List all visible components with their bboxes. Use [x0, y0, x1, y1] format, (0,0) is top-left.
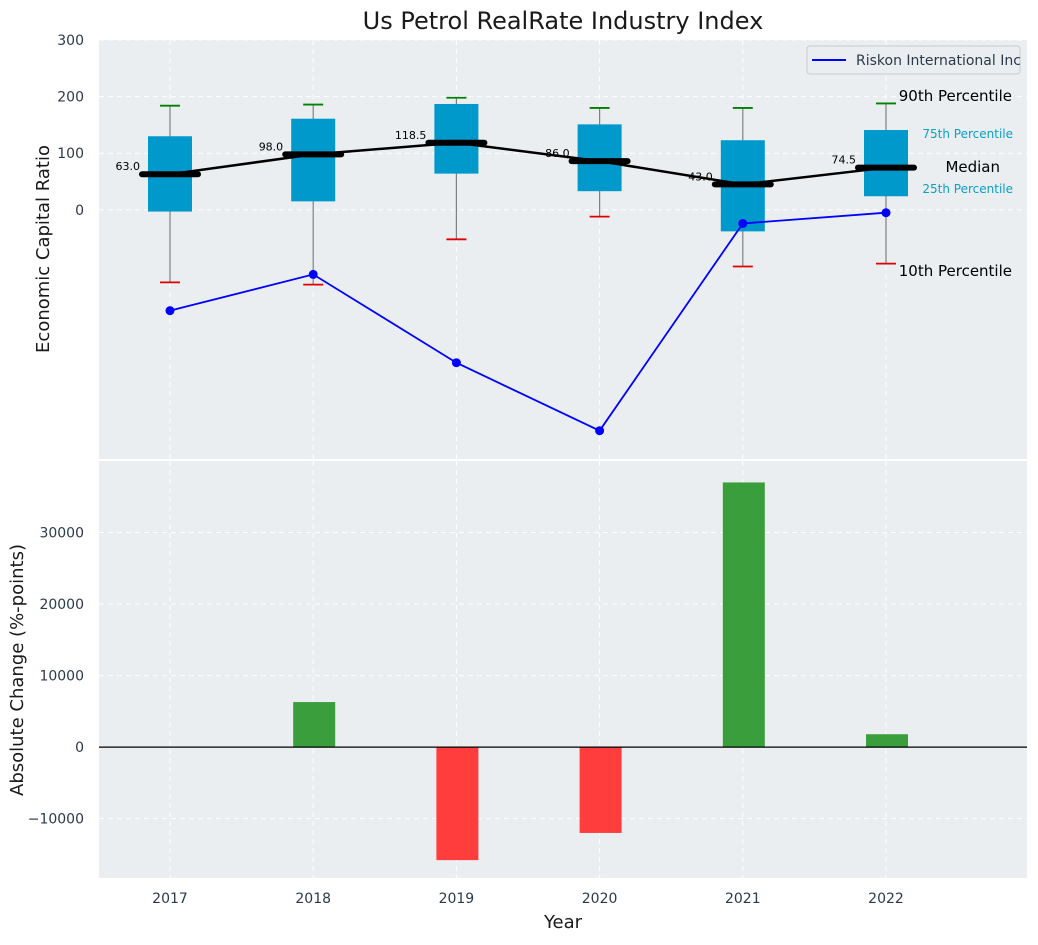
box-2019	[434, 103, 479, 174]
y-tick-label: −10000	[28, 812, 84, 828]
box-2022	[864, 130, 908, 197]
bar-2022	[866, 734, 908, 748]
annotation-median: Median	[945, 158, 1000, 176]
annotation-90th-percentile: 90th Percentile	[899, 87, 1012, 105]
percentile-annotations: 90th Percentile 75th Percentile Median 2…	[899, 87, 1013, 280]
box-2020	[577, 124, 622, 192]
y-tick-label: 100	[57, 146, 84, 162]
company-point-2020	[595, 426, 605, 436]
x-axis-title: Year	[543, 912, 583, 933]
box-2018	[291, 118, 336, 202]
median-label-2022: 74.5	[832, 154, 857, 167]
box-plot-y-ticks: 0 100 200 300	[57, 33, 84, 219]
x-axis-ticks: 2017 2018 2019 2020 2021 2022	[152, 891, 904, 907]
bar-2021	[722, 482, 765, 748]
company-point-2019	[451, 358, 461, 368]
median-label-2021: 43.0	[688, 170, 713, 183]
y-tick-label: 30000	[39, 526, 84, 542]
bar-chart-y-axis-title: Absolute Change (%-points)	[7, 544, 28, 796]
bar-2018	[293, 702, 336, 748]
box-plot-y-axis-title: Economic Capital Ratio	[33, 145, 54, 353]
chart-title: Us Petrol RealRate Industry Index	[363, 7, 764, 35]
annotation-75th-percentile: 75th Percentile	[922, 127, 1013, 141]
x-tick-label-2021: 2021	[725, 891, 761, 907]
y-tick-label: 20000	[39, 597, 84, 613]
x-tick-label-2022: 2022	[868, 891, 904, 907]
x-tick-label-2019: 2019	[439, 891, 475, 907]
bar-2019	[436, 747, 479, 861]
median-value-labels: 63.0 98.0 118.5 86.0 43.0 74.5	[116, 129, 857, 184]
median-marks	[139, 139, 917, 188]
bar-series	[293, 482, 908, 861]
bar-chart-panel	[99, 461, 1027, 878]
y-tick-label: 0	[75, 203, 84, 219]
y-tick-label: 0	[75, 740, 84, 756]
y-tick-label: 200	[57, 90, 84, 106]
y-tick-label: 300	[57, 33, 84, 49]
median-label-2020: 86.0	[545, 147, 570, 160]
x-tick-label-2018: 2018	[295, 891, 331, 907]
legend: Riskon International Inc	[806, 45, 1021, 75]
median-label-2017: 63.0	[116, 160, 141, 173]
x-tick-label-2020: 2020	[582, 891, 618, 907]
legend-box	[806, 45, 1021, 75]
company-series-line	[169, 211, 887, 432]
bar-2020	[579, 747, 622, 833]
company-point-2017	[165, 306, 175, 316]
bar-chart-y-ticks: −10000 0 10000 20000 30000	[28, 526, 84, 828]
company-point-2021	[738, 218, 748, 228]
company-point-2022	[881, 208, 891, 218]
box-plot-panel	[99, 40, 1027, 459]
annotation-25th-percentile: 25th Percentile	[922, 182, 1013, 196]
x-tick-label-2017: 2017	[152, 891, 188, 907]
company-series-points	[165, 208, 891, 436]
annotation-10th-percentile: 10th Percentile	[899, 262, 1012, 280]
y-tick-label: 10000	[39, 669, 84, 685]
median-label-2019: 118.5	[395, 129, 427, 142]
median-label-2018: 98.0	[259, 140, 284, 153]
legend-label: Riskon International Inc	[856, 53, 1021, 69]
company-point-2018	[308, 269, 318, 279]
